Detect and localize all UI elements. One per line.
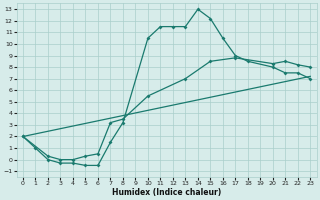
X-axis label: Humidex (Indice chaleur): Humidex (Indice chaleur) (112, 188, 221, 197)
